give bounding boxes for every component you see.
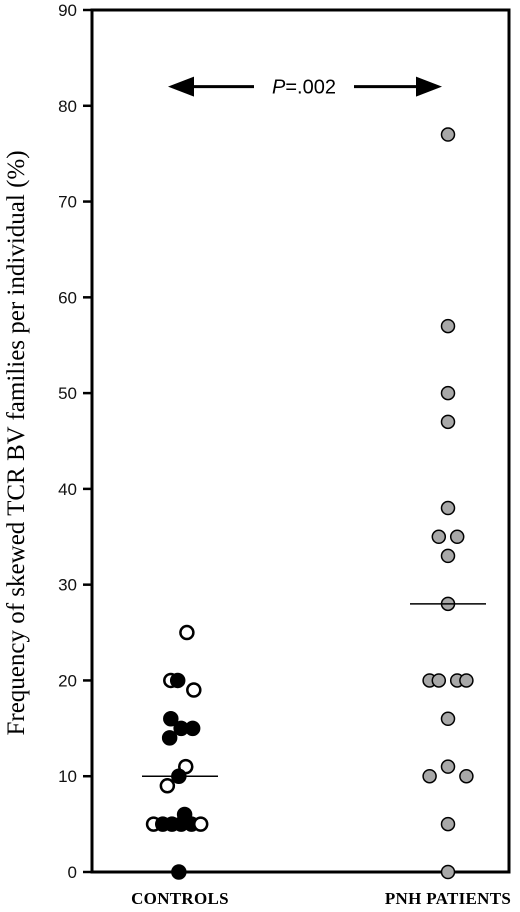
y-axis-label: Frequency of skewed TCR BV families per … xyxy=(3,150,30,735)
y-tick-label: 40 xyxy=(58,480,77,499)
plot-frame xyxy=(90,8,511,874)
y-tick-label: 10 xyxy=(58,767,77,786)
y-tick-label: 90 xyxy=(58,1,77,20)
data-point xyxy=(179,624,195,641)
data-point xyxy=(422,768,437,784)
data-point xyxy=(192,816,209,832)
data-points xyxy=(145,127,474,880)
y-tick-label: 0 xyxy=(68,863,77,882)
y-tick-label: 80 xyxy=(58,97,77,116)
y-tick-label: 20 xyxy=(58,671,77,690)
data-point xyxy=(161,730,178,746)
y-tick-label: 30 xyxy=(58,576,77,595)
data-point xyxy=(440,414,456,430)
data-point xyxy=(171,864,187,880)
data-point xyxy=(169,672,186,689)
data-point xyxy=(440,127,456,142)
data-point xyxy=(440,500,456,516)
data-point xyxy=(440,385,456,401)
data-point xyxy=(440,816,456,832)
p-value-annotation: P=.002 xyxy=(168,76,442,99)
data-point xyxy=(440,759,456,774)
data-point xyxy=(159,778,176,794)
median-lines xyxy=(142,603,486,777)
arrow-left-head xyxy=(168,76,194,97)
axes xyxy=(90,8,511,874)
y-tick-label: 50 xyxy=(58,384,77,403)
data-point xyxy=(440,318,456,334)
data-point xyxy=(431,673,447,688)
x-category-label: CONTROLS xyxy=(131,889,229,908)
data-point xyxy=(440,548,456,564)
data-point xyxy=(431,529,447,545)
arrow-right-head xyxy=(416,76,442,97)
data-point xyxy=(163,711,179,727)
data-point xyxy=(186,682,202,698)
p-value-text: P=.002 xyxy=(272,77,336,99)
data-point xyxy=(440,711,456,727)
data-point xyxy=(459,768,474,784)
data-point xyxy=(459,673,474,688)
y-tick-label: 70 xyxy=(58,193,77,212)
y-tick-label: 60 xyxy=(58,288,77,307)
data-point xyxy=(184,720,201,737)
y-ticks: 0 10 20 30 40 50 60 70 80 90 xyxy=(58,1,92,882)
data-point xyxy=(449,529,465,545)
data-point xyxy=(440,864,456,880)
x-category-label: PNH PATIENTS xyxy=(385,889,511,908)
category-labels: CONTROLS PNH PATIENTS xyxy=(131,889,511,908)
